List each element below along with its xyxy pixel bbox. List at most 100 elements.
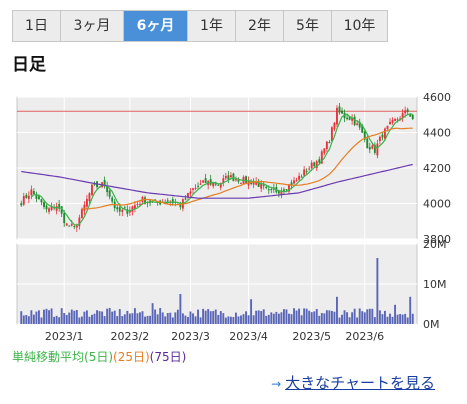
- candle-body: [199, 183, 202, 185]
- volume-bar: [318, 315, 321, 324]
- legend-ma75: (75日): [149, 350, 187, 364]
- candle-body: [257, 180, 260, 187]
- tab-4[interactable]: 1年: [188, 11, 236, 41]
- volume-bar: [290, 314, 293, 324]
- candle-body: [83, 204, 86, 211]
- volume-bar: [303, 308, 306, 324]
- candles: [20, 103, 414, 232]
- volume-bar: [315, 309, 318, 324]
- volume-bar: [252, 315, 255, 324]
- volume-bar: [368, 308, 371, 324]
- candle-body: [22, 196, 25, 205]
- volume-bar: [151, 303, 154, 324]
- volume-bar: [399, 314, 402, 324]
- candle-body: [401, 113, 404, 118]
- candle-body: [290, 182, 293, 186]
- volume-bar: [161, 312, 164, 324]
- candle-body: [58, 203, 61, 209]
- big-chart-link-label[interactable]: 大きなチャートを見る: [285, 374, 435, 392]
- volume-bar: [85, 310, 88, 324]
- volume-bar: [43, 309, 45, 324]
- price-tick-label: 4400: [423, 127, 451, 140]
- candle-body: [353, 116, 356, 126]
- candle-body: [126, 209, 129, 214]
- volume-bar: [136, 313, 139, 324]
- candle-body: [277, 191, 280, 194]
- candle-body: [282, 189, 285, 191]
- candle-body: [280, 191, 283, 196]
- volume-bar: [373, 317, 376, 324]
- ma5-line: [31, 113, 413, 226]
- volume-bar: [144, 316, 146, 324]
- volume-bar: [343, 310, 346, 324]
- tab-1[interactable]: 1日: [13, 11, 61, 41]
- x-tick-label: 2023/6: [345, 330, 384, 343]
- volume-bar: [91, 314, 93, 324]
- candle-body: [30, 189, 33, 196]
- candle-body: [399, 118, 402, 120]
- volume-bar: [113, 310, 116, 324]
- ma25-line: [81, 127, 413, 210]
- volume-bar: [60, 308, 63, 324]
- tab-6[interactable]: 5年: [284, 11, 332, 41]
- tab-5[interactable]: 2年: [236, 11, 284, 41]
- volume-bar: [133, 308, 136, 324]
- volume-bar: [229, 316, 232, 324]
- volume-bar: [391, 316, 394, 324]
- volume-bar: [159, 308, 162, 324]
- volume-bar: [65, 314, 68, 324]
- volume-bar: [116, 316, 119, 324]
- volume-tick-label: 20M: [423, 238, 447, 251]
- volume-bar: [275, 311, 278, 324]
- volume-bar: [351, 312, 354, 324]
- candle-body: [378, 136, 381, 142]
- candle-body: [262, 184, 265, 186]
- volume-bar: [250, 299, 253, 324]
- volume-bar: [118, 309, 121, 324]
- tab-2[interactable]: 3ヶ月: [61, 11, 124, 41]
- volume-bar: [108, 308, 111, 324]
- volume-bar: [166, 313, 169, 324]
- candle-body: [234, 179, 237, 181]
- candle-body: [260, 183, 263, 189]
- candle-body: [43, 202, 45, 208]
- volume-bar: [106, 308, 109, 324]
- candle-body: [111, 197, 114, 202]
- volume-bar: [245, 311, 247, 324]
- volume-bar: [394, 304, 397, 324]
- volume-bar: [212, 311, 215, 324]
- candle-body: [93, 183, 96, 185]
- gridlines: [17, 96, 417, 325]
- candle-body: [189, 191, 192, 194]
- candle-body: [65, 223, 68, 226]
- candle-body: [308, 168, 311, 170]
- volume-bar: [363, 312, 366, 324]
- volume-bar: [300, 315, 303, 324]
- volume-bar: [22, 315, 25, 324]
- big-chart-link[interactable]: → 大きなチャートを見る: [271, 372, 435, 393]
- volume-bar: [197, 309, 200, 324]
- candle-body: [118, 207, 121, 212]
- candle-body: [389, 121, 391, 125]
- ma75-line: [21, 163, 413, 199]
- volume-bar: [295, 310, 298, 324]
- candle-body: [391, 119, 394, 123]
- volume-bar: [58, 317, 61, 324]
- candle-body: [20, 203, 23, 206]
- legend-ma25: (25日): [113, 350, 150, 364]
- x-tick-label: 2023/5: [292, 330, 331, 343]
- volume-bar: [401, 314, 404, 324]
- volume-bar: [255, 310, 258, 324]
- volume-bar: [164, 316, 167, 324]
- candle-body: [194, 187, 197, 189]
- tab-7[interactable]: 10年: [343, 18, 376, 34]
- volume-bar: [189, 311, 192, 324]
- tab-3[interactable]: 6ヶ月: [124, 11, 188, 41]
- period-tabs: 1日 3ヶ月 6ヶ月 1年 2年 5年 10年: [12, 10, 388, 42]
- candle-body: [265, 186, 268, 188]
- volume-bar: [45, 308, 48, 324]
- candle-body: [310, 162, 313, 169]
- volume-bar: [55, 315, 58, 324]
- candle-body: [298, 175, 301, 180]
- volume-bar: [209, 311, 212, 324]
